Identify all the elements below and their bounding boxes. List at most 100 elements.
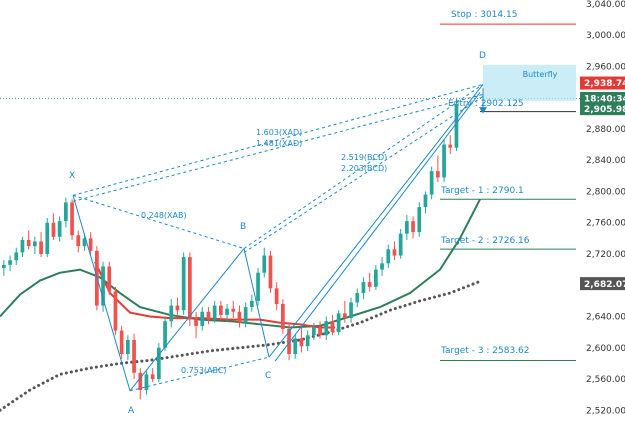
entry-label: Entry : 2902.125 — [448, 99, 524, 109]
candle-body — [169, 305, 174, 322]
butterfly-zone — [483, 64, 576, 101]
target-1-label: Target - 1 : 2790.1 — [440, 186, 524, 196]
candle-body — [101, 266, 105, 306]
candle-body — [8, 260, 12, 265]
candle-body — [107, 266, 112, 292]
candle-body — [126, 339, 130, 355]
candle-body — [82, 238, 87, 247]
ratio-xb — [72, 194, 245, 249]
point-c-label: C — [265, 371, 271, 381]
candle-body — [231, 308, 236, 312]
candle-body — [454, 103, 459, 148]
ema-slow-dotted — [0, 279, 484, 412]
candle-body — [188, 257, 192, 320]
candle-body — [398, 233, 403, 256]
candle-body — [237, 311, 242, 323]
candle-body — [138, 372, 143, 390]
axis-tick-label: 2,880.00 — [586, 125, 625, 135]
price-tag — [580, 102, 625, 116]
candle-body — [250, 300, 254, 308]
candle-body — [281, 303, 285, 330]
candle-body — [39, 241, 43, 254]
ratio-label-xad-2: 1.481(XAD) — [256, 139, 302, 148]
axis-tick-label: 2,840.00 — [586, 156, 625, 166]
candle-body — [287, 329, 291, 355]
candle-body — [361, 282, 366, 294]
ratio-label-bcd-1: 2.519(BCD) — [341, 153, 387, 162]
ratio-bd-2 — [243, 95, 484, 253]
candle-body — [305, 335, 310, 347]
axis-tick-label: 2,760.00 — [586, 219, 625, 229]
candle-body — [150, 374, 155, 380]
candle-body — [411, 221, 415, 233]
candle-body — [324, 321, 329, 336]
axis-tick-label: 2,600.00 — [586, 344, 625, 354]
candle-body — [448, 144, 453, 148]
candle-body — [57, 221, 62, 237]
candle-body — [243, 307, 248, 323]
axis-tick-label: 2,800.00 — [586, 187, 625, 197]
candle-body — [45, 222, 50, 254]
axis-tick-label: 2,640.00 — [586, 313, 625, 323]
ratio-label-abc: 0.753(ABC) — [181, 366, 227, 375]
price-tag — [580, 277, 625, 291]
candle-body — [194, 319, 198, 326]
point-d-label: D — [479, 51, 486, 61]
price-tag — [580, 91, 625, 105]
candle-body — [386, 249, 391, 264]
point-b-label: B — [240, 222, 246, 232]
candle-body — [20, 239, 25, 253]
candle-body — [64, 202, 68, 222]
candle-body — [274, 288, 279, 304]
candle-body — [132, 339, 136, 373]
candle-body — [262, 255, 267, 273]
leg-bc — [243, 248, 270, 358]
axis-tick-label: 3,000.00 — [586, 31, 625, 41]
candle-body — [343, 313, 347, 319]
candle-body — [181, 257, 186, 311]
leg-cd — [268, 84, 484, 358]
harmonic-pattern — [72, 83, 487, 392]
candle-body — [212, 305, 217, 320]
candle-body — [70, 202, 74, 236]
price-tag — [580, 76, 625, 90]
candle-body — [330, 321, 335, 333]
price-axis: 2,520.002,560.002,600.002,640.002,680.00… — [586, 0, 625, 416]
point-x-label: X — [69, 171, 75, 181]
price-tag-label: 18:40:34 — [584, 95, 625, 105]
pattern-zone: Butterfly — [483, 64, 576, 101]
candle-body — [175, 305, 180, 311]
candle-body — [200, 311, 205, 326]
candle-body — [113, 291, 118, 331]
candle-body — [157, 347, 161, 380]
stop-label: Stop : 3014.15 — [451, 10, 517, 20]
candle-body — [367, 282, 372, 287]
ratio-bd — [243, 83, 484, 249]
price-tag-label: 2,682.07 — [584, 280, 625, 290]
axis-tick-label: 3,040.00 — [586, 0, 625, 10]
candle-body — [355, 293, 360, 303]
ratio-label-xad-1: 1.603(XAD) — [256, 128, 302, 137]
candle-body — [76, 235, 81, 247]
candle-body — [163, 321, 167, 348]
candle-body — [88, 238, 93, 251]
candle-body — [256, 272, 260, 301]
candle-body — [392, 249, 397, 256]
candle-body — [2, 264, 6, 269]
candle-body — [429, 171, 434, 195]
candle-body — [225, 308, 229, 315]
candle-body — [318, 327, 322, 336]
price-tag-label: 2,905.98 — [584, 105, 625, 115]
entry-arrow-head — [479, 107, 487, 114]
candle-body — [14, 252, 19, 261]
candle-body — [26, 239, 31, 247]
axis-tick-label: 2,960.00 — [586, 62, 625, 72]
ratio-xd — [72, 83, 484, 196]
price-tag-label: 2,938.74 — [584, 79, 625, 89]
candle-body — [442, 144, 446, 178]
candle-body — [312, 327, 316, 336]
ratio-label-xab: 0.248(XAB) — [141, 211, 187, 220]
candle-body — [299, 338, 304, 347]
